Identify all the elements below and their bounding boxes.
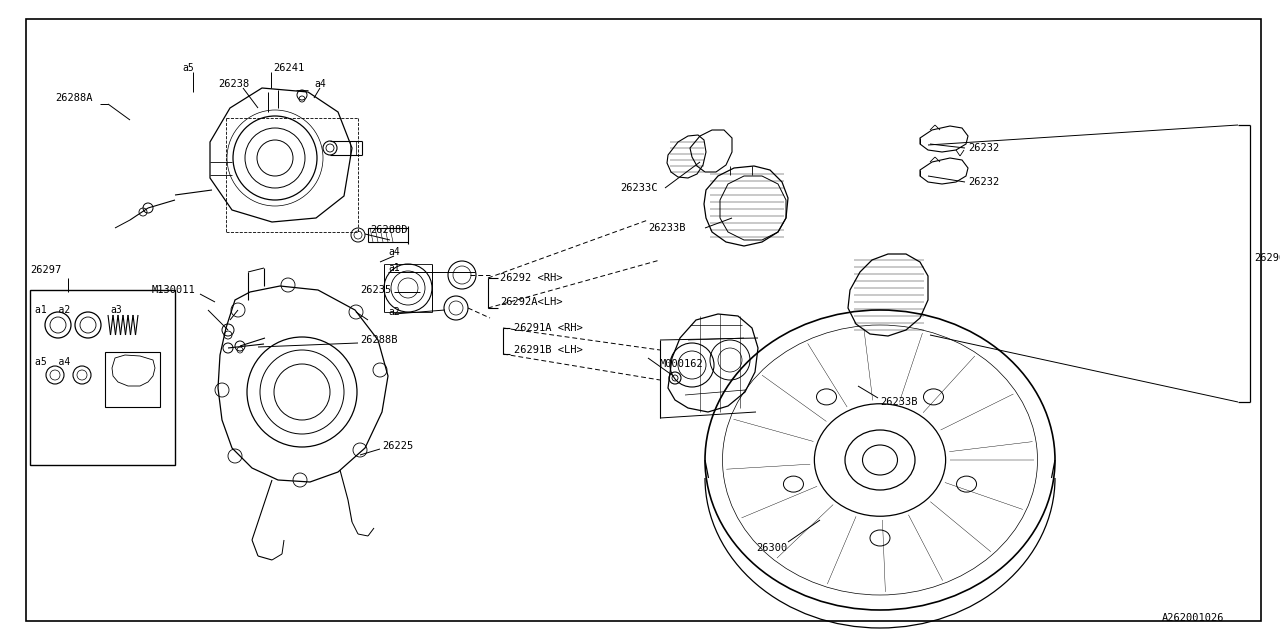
- Text: 26241: 26241: [273, 63, 305, 73]
- Text: 26300: 26300: [756, 543, 787, 553]
- Text: 26296: 26296: [1254, 253, 1280, 263]
- Ellipse shape: [783, 476, 804, 492]
- Text: 26238: 26238: [218, 79, 250, 89]
- Text: a1: a1: [388, 263, 399, 273]
- Text: M130011: M130011: [152, 285, 196, 295]
- Text: 26297: 26297: [29, 265, 61, 275]
- Text: a4: a4: [314, 79, 325, 89]
- Text: 26232: 26232: [968, 143, 1000, 153]
- Text: 26288B: 26288B: [360, 335, 398, 345]
- Text: a4: a4: [388, 247, 399, 257]
- Text: a2: a2: [388, 307, 399, 317]
- Bar: [29, 290, 175, 465]
- Ellipse shape: [817, 389, 837, 405]
- Text: a5: a5: [182, 63, 193, 73]
- Text: 26292A<LH>: 26292A<LH>: [500, 297, 562, 307]
- Text: 26225: 26225: [381, 441, 413, 451]
- Text: 26233B: 26233B: [648, 223, 686, 233]
- Ellipse shape: [956, 476, 977, 492]
- Text: 26235: 26235: [360, 285, 392, 295]
- Text: 26288A: 26288A: [55, 93, 92, 103]
- Text: a1  a2: a1 a2: [35, 305, 70, 315]
- Ellipse shape: [870, 530, 890, 546]
- Text: A262001026: A262001026: [1162, 613, 1225, 623]
- Text: 26291B <LH>: 26291B <LH>: [515, 345, 582, 355]
- Text: M000162: M000162: [660, 359, 704, 369]
- Text: 26288D: 26288D: [370, 225, 407, 235]
- Text: 26291A <RH>: 26291A <RH>: [515, 323, 582, 333]
- Text: a3: a3: [110, 305, 122, 315]
- Text: a5  a4: a5 a4: [35, 357, 70, 367]
- Bar: [105, 352, 160, 407]
- Text: 26233B: 26233B: [881, 397, 918, 407]
- Ellipse shape: [923, 389, 943, 405]
- Text: 26233C: 26233C: [620, 183, 658, 193]
- Text: 26232: 26232: [968, 177, 1000, 187]
- Text: 26292 <RH>: 26292 <RH>: [500, 273, 562, 283]
